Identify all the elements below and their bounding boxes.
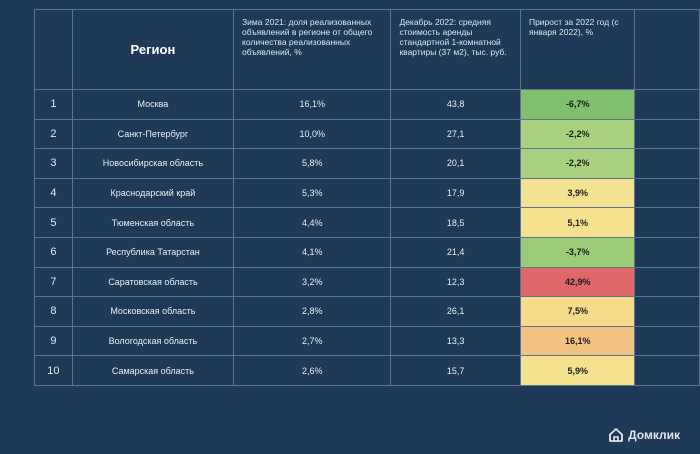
domclick-logo: Домклик [608, 427, 680, 443]
growth-cell: 42,9% [519, 266, 636, 298]
rent-cell: 43,8 [390, 89, 521, 120]
table-row: 2 Санкт-Петербург 10,0% 27,1 -2,2% [34, 118, 700, 150]
rent-cell: 27,1 [390, 118, 521, 150]
region-cell: Новосибирская область [71, 148, 235, 179]
table-row: 4 Краснодарский край 5,3% 17,9 3,9% [34, 177, 700, 209]
empty-cell [634, 207, 700, 238]
table-row: 6 Республика Татарстан 4,1% 21,4 -3,7% [34, 236, 700, 268]
empty-cell [634, 236, 700, 268]
empty-cell [634, 148, 700, 179]
empty-cell [634, 118, 700, 150]
rent-cell: 21,4 [390, 236, 521, 268]
growth-cell: 7,5% [519, 296, 636, 327]
growth-cell: 16,1% [519, 325, 636, 357]
row-number: 3 [34, 148, 73, 179]
row-number: 4 [34, 177, 73, 209]
region-cell: Саратовская область [71, 266, 235, 298]
row-number: 7 [34, 266, 73, 298]
region-cell: Москва [71, 89, 235, 120]
share-cell: 10,0% [233, 118, 392, 150]
region-cell: Московская область [71, 296, 235, 327]
table-row: 3 Новосибирская область 5,8% 20,1 -2,2% [34, 148, 700, 179]
growth-cell: 5,9% [519, 355, 636, 386]
empty-cell [634, 296, 700, 327]
table-row: 10 Самарская область 2,6% 15,7 5,9% [34, 355, 700, 386]
empty-cell [634, 325, 700, 357]
share-cell: 2,7% [233, 325, 392, 357]
regions-table: Регион Зима 2021: доля реализованных объ… [34, 9, 700, 386]
home-icon [608, 427, 624, 443]
rent-cell: 20,1 [390, 148, 521, 179]
row-number: 10 [34, 355, 73, 386]
growth-cell: -2,2% [519, 118, 636, 150]
region-cell: Республика Татарстан [71, 236, 235, 268]
empty-cell [634, 266, 700, 298]
rent-cell: 18,5 [390, 207, 521, 238]
rent-cell: 12,3 [390, 266, 521, 298]
region-cell: Самарская область [71, 355, 235, 386]
growth-cell: 3,9% [519, 177, 636, 209]
header-empty [634, 9, 700, 90]
header-region: Регион [71, 9, 235, 90]
row-number: 1 [34, 89, 73, 120]
empty-cell [634, 89, 700, 120]
table-row: 1 Москва 16,1% 43,8 -6,7% [34, 89, 700, 120]
table-row: 8 Московская область 2,8% 26,1 7,5% [34, 296, 700, 327]
header-row: Регион Зима 2021: доля реализованных объ… [34, 9, 700, 90]
share-cell: 3,2% [233, 266, 392, 298]
empty-cell [634, 177, 700, 209]
row-number: 5 [34, 207, 73, 238]
region-cell: Тюменская область [71, 207, 235, 238]
table-row: 5 Тюменская область 4,4% 18,5 5,1% [34, 207, 700, 238]
table-row: 9 Вологодская область 2,7% 13,3 16,1% [34, 325, 700, 357]
row-number: 2 [34, 118, 73, 150]
growth-cell: -2,2% [519, 148, 636, 179]
share-cell: 4,4% [233, 207, 392, 238]
share-cell: 2,8% [233, 296, 392, 327]
share-cell: 16,1% [233, 89, 392, 120]
row-number: 8 [34, 296, 73, 327]
header-num [34, 9, 73, 90]
growth-cell: -3,7% [519, 236, 636, 268]
region-cell: Санкт-Петербург [71, 118, 235, 150]
row-number: 6 [34, 236, 73, 268]
rent-cell: 15,7 [390, 355, 521, 386]
rent-cell: 13,3 [390, 325, 521, 357]
share-cell: 5,3% [233, 177, 392, 209]
share-cell: 2,6% [233, 355, 392, 386]
share-cell: 5,8% [233, 148, 392, 179]
rent-cell: 26,1 [390, 296, 521, 327]
table-body: 1 Москва 16,1% 43,8 -6,7% 2 Санкт-Петербург 10,… [34, 89, 700, 386]
header-share: Зима 2021: доля реализованных объявлений… [233, 9, 392, 90]
share-cell: 4,1% [233, 236, 392, 268]
region-cell: Краснодарский край [71, 177, 235, 209]
empty-cell [634, 355, 700, 386]
growth-cell: -6,7% [519, 89, 636, 120]
table-row: 7 Саратовская область 3,2% 12,3 42,9% [34, 266, 700, 298]
rent-cell: 17,9 [390, 177, 521, 209]
logo-text: Домклик [628, 428, 680, 442]
row-number: 9 [34, 325, 73, 357]
region-cell: Вологодская область [71, 325, 235, 357]
header-rent: Декабрь 2022: средняя стоимость аренды с… [390, 9, 521, 90]
growth-cell: 5,1% [519, 207, 636, 238]
header-growth: Прирост за 2022 год (с января 2022), % [519, 9, 636, 90]
